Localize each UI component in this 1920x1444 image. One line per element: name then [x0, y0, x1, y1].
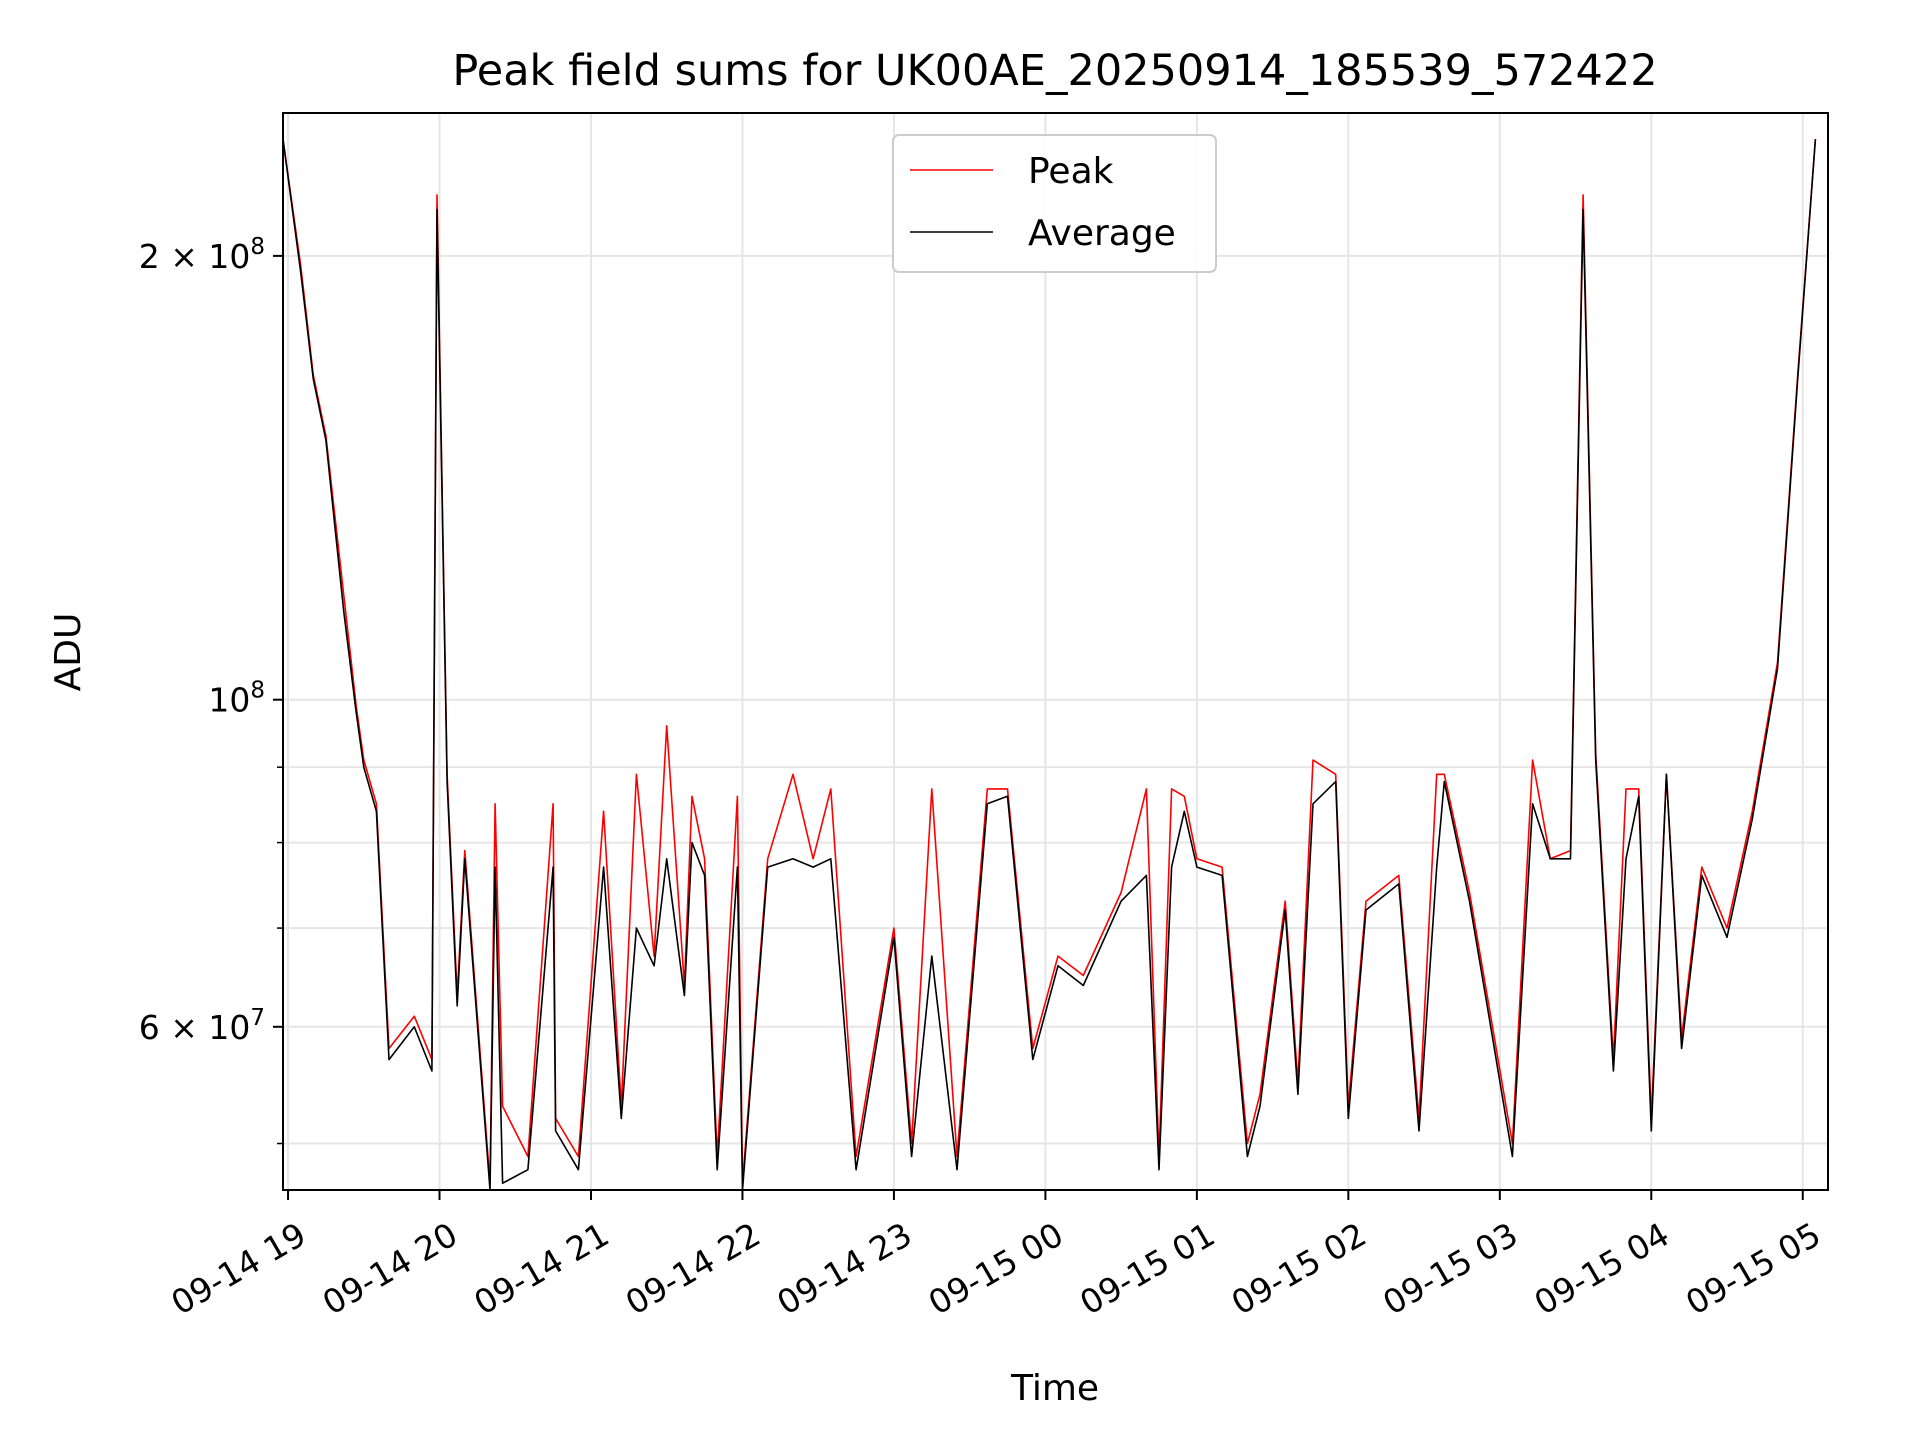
- y-tick-exponent: 8: [250, 678, 265, 704]
- legend-average-label: Average: [1028, 213, 1176, 254]
- series-line-average: [282, 138, 1817, 1191]
- y-tick-label: 108: [208, 678, 265, 720]
- legend-peak-label: Peak: [1028, 151, 1114, 192]
- grid-layer: [283, 113, 1828, 1190]
- x-axis-label: Time: [1010, 1368, 1099, 1409]
- chart-title: Peak field sums for UK00AE_20250914_1855…: [452, 46, 1657, 96]
- plot-frame: [282, 112, 1829, 1191]
- y-tick-base: 10: [208, 681, 250, 720]
- y-tick-label: 2 × 108: [139, 234, 265, 276]
- y-tick-exponent: 7: [250, 1005, 265, 1031]
- series-layer: [282, 138, 1817, 1191]
- y-tick-base: 6 × 10: [139, 1008, 251, 1047]
- y-axis-label: ADU: [48, 613, 89, 692]
- y-tick-exponent: 8: [250, 234, 265, 260]
- y-tick-base: 2 × 10: [139, 237, 251, 276]
- y-tick-label: 6 × 107: [139, 1005, 265, 1047]
- legend: Peak Average: [892, 134, 1217, 273]
